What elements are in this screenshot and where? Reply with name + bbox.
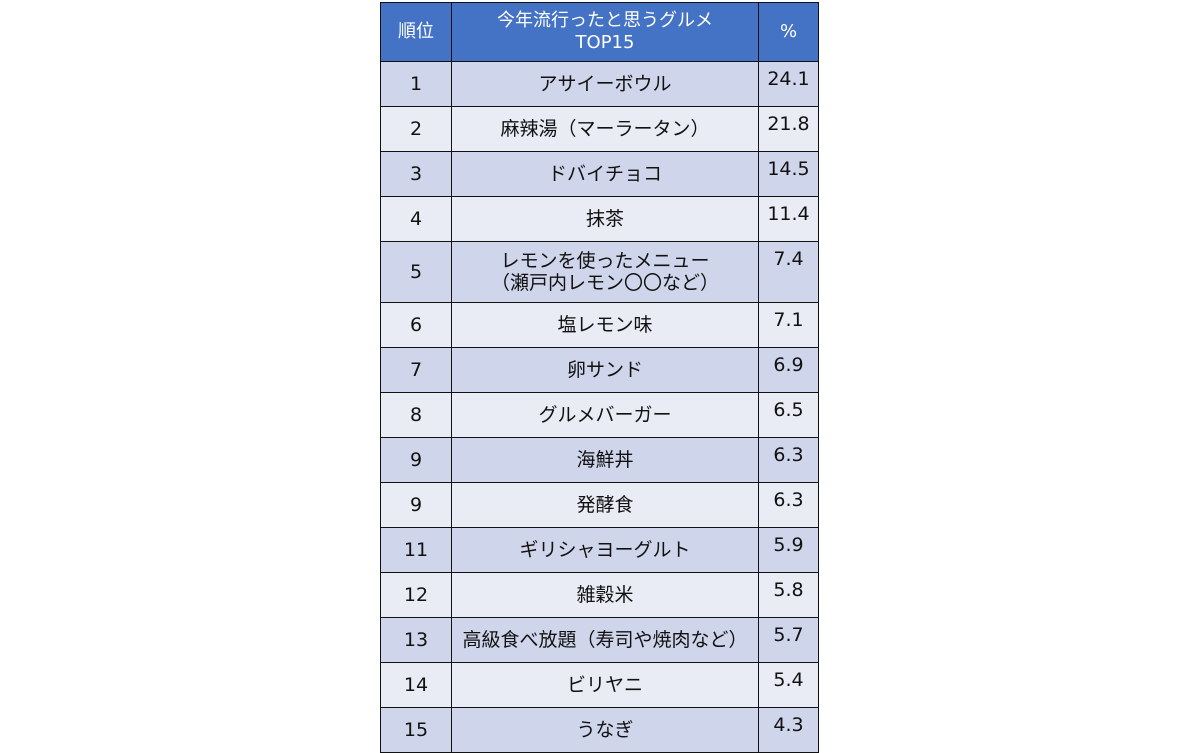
- table-row: 14 ビリヤニ 5.4: [380, 662, 819, 708]
- table-row: 8 グルメバーガー 6.5: [380, 392, 819, 438]
- table-row: 15 うなぎ 4.3: [380, 707, 819, 753]
- percent-cell: 21.8: [758, 106, 819, 152]
- percent-cell: 5.7: [758, 617, 819, 663]
- rank-cell: 13: [380, 617, 452, 663]
- table-row: 4 抹茶 11.4: [380, 196, 819, 242]
- table-row: 13 高級食べ放題（寿司や焼肉など） 5.7: [380, 617, 819, 663]
- item-cell: アサイーボウル: [451, 61, 759, 107]
- ranking-table: 順位 今年流行ったと思うグルメ TOP15% 1 アサイーボウル 24.1 2 麻辣湯（マ…: [380, 2, 819, 753]
- item-cell: レモンを使ったメニュー （瀬戸内レモン〇〇など）: [451, 241, 759, 303]
- table-row: 1 アサイーボウル 24.1: [380, 61, 819, 107]
- item-cell: ビリヤニ: [451, 662, 759, 708]
- item-cell: 塩レモン味: [451, 302, 759, 348]
- rank-cell: 9: [380, 437, 452, 483]
- item-cell: 麻辣湯（マーラータン）: [451, 106, 759, 152]
- header-row: 順位 今年流行ったと思うグルメ TOP15%: [380, 2, 819, 62]
- rank-cell: 4: [380, 196, 452, 242]
- table-row: 11 ギリシャヨーグルト 5.9: [380, 527, 819, 573]
- percent-cell: 24.1: [758, 61, 819, 107]
- header-cell: %: [758, 2, 819, 62]
- item-cell: ドバイチョコ: [451, 151, 759, 197]
- item-cell: 海鮮丼: [451, 437, 759, 483]
- item-cell: ギリシャヨーグルト: [451, 527, 759, 573]
- rank-cell: 14: [380, 662, 452, 708]
- percent-cell: 6.3: [758, 482, 819, 528]
- table-row: 9 発酵食 6.3: [380, 482, 819, 528]
- table-row: 12 雑穀米 5.8: [380, 572, 819, 618]
- table-body: 1 アサイーボウル 24.1 2 麻辣湯（マーラータン） 21.8 3 ドバイチョコ 14.5 4…: [380, 61, 819, 753]
- item-cell: 卵サンド: [451, 347, 759, 393]
- table-row: 2 麻辣湯（マーラータン） 21.8: [380, 106, 819, 152]
- header-cell: 順位: [380, 2, 452, 62]
- percent-cell: 6.5: [758, 392, 819, 438]
- item-cell: グルメバーガー: [451, 392, 759, 438]
- item-cell: 発酵食: [451, 482, 759, 528]
- item-cell: 高級食べ放題（寿司や焼肉など）: [451, 617, 759, 663]
- table-row: 6 塩レモン味 7.1: [380, 302, 819, 348]
- percent-cell: 14.5: [758, 151, 819, 197]
- percent-cell: 7.1: [758, 302, 819, 348]
- percent-cell: 5.8: [758, 572, 819, 618]
- rank-cell: 7: [380, 347, 452, 393]
- table-row: 9 海鮮丼 6.3: [380, 437, 819, 483]
- percent-cell: 5.9: [758, 527, 819, 573]
- page: 順位 今年流行ったと思うグルメ TOP15% 1 アサイーボウル 24.1 2 麻辣湯（マ…: [380, 2, 819, 753]
- percent-cell: 11.4: [758, 196, 819, 242]
- rank-cell: 5: [380, 241, 452, 303]
- item-cell: 抹茶: [451, 196, 759, 242]
- header-cell: 今年流行ったと思うグルメ TOP15: [451, 2, 759, 62]
- rank-cell: 15: [380, 707, 452, 753]
- rank-cell: 9: [380, 482, 452, 528]
- percent-cell: 4.3: [758, 707, 819, 753]
- table-row: 5 レモンを使ったメニュー （瀬戸内レモン〇〇など） 7.4: [380, 241, 819, 303]
- percent-cell: 6.3: [758, 437, 819, 483]
- rank-cell: 8: [380, 392, 452, 438]
- rank-cell: 2: [380, 106, 452, 152]
- rank-cell: 1: [380, 61, 452, 107]
- percent-cell: 6.9: [758, 347, 819, 393]
- rank-cell: 11: [380, 527, 452, 573]
- table-row: 3 ドバイチョコ 14.5: [380, 151, 819, 197]
- table-row: 7 卵サンド 6.9: [380, 347, 819, 393]
- item-cell: 雑穀米: [451, 572, 759, 618]
- rank-cell: 12: [380, 572, 452, 618]
- rank-cell: 6: [380, 302, 452, 348]
- percent-cell: 7.4: [758, 241, 819, 303]
- rank-cell: 3: [380, 151, 452, 197]
- item-cell: うなぎ: [451, 707, 759, 753]
- table-header: 順位 今年流行ったと思うグルメ TOP15%: [380, 2, 819, 62]
- percent-cell: 5.4: [758, 662, 819, 708]
